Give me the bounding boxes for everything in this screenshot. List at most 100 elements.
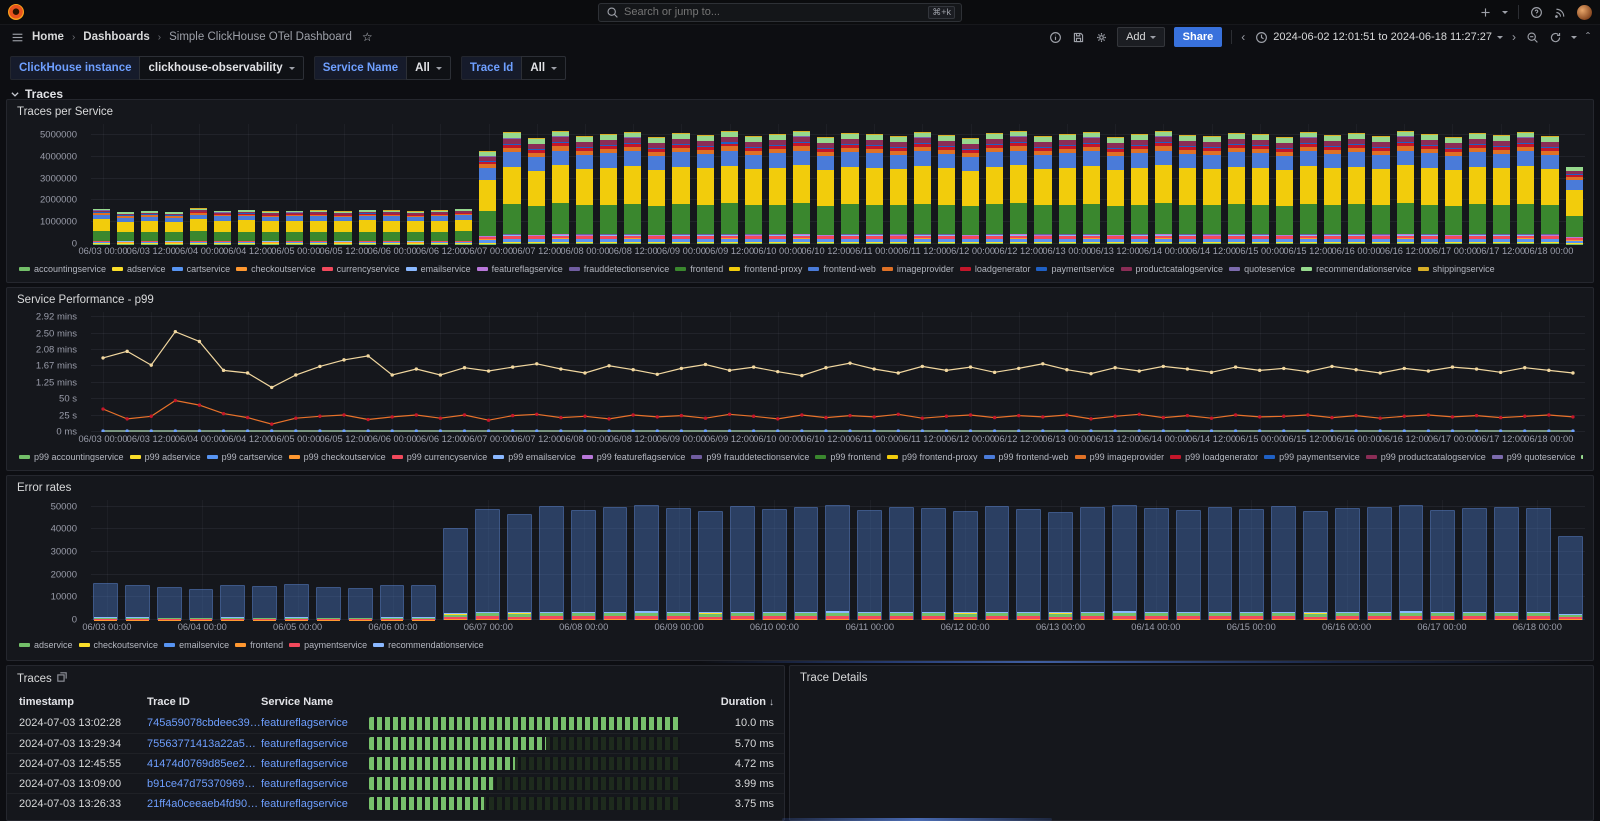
save-dashboard-icon[interactable]: [1071, 30, 1085, 44]
legend-item[interactable]: p99 loadgenerator: [1170, 452, 1258, 462]
legend-item[interactable]: p99 adservice: [129, 452, 201, 462]
legend-item[interactable]: p99 frontend-web: [983, 452, 1069, 462]
table-row[interactable]: 2024-07-03 12:45:55 41474d0769d85ee2828..…: [7, 753, 784, 773]
trace-id-select[interactable]: All: [521, 56, 567, 80]
legend-item[interactable]: paymentservice: [289, 640, 367, 650]
legend-item[interactable]: p99 checkoutservice: [288, 452, 386, 462]
refresh-interval-caret-icon[interactable]: [1571, 35, 1577, 42]
col-trace-id[interactable]: Trace ID: [147, 696, 190, 708]
plot-area[interactable]: [91, 500, 1585, 620]
legend-item[interactable]: emailservice: [405, 264, 471, 274]
legend-item[interactable]: frontend: [675, 264, 723, 274]
traces-per-service-chart[interactable]: 0 1000000 2000000 3000000 4000000 5000000: [7, 124, 1593, 250]
legend-item[interactable]: accountingservice: [19, 264, 106, 274]
cell-trace-id-link[interactable]: 41474d0769d85ee2828...: [147, 757, 261, 770]
error-rates-chart[interactable]: 0 10000 20000 30000 40000 50000: [7, 500, 1593, 626]
panel-title[interactable]: Traces: [17, 672, 52, 685]
clickhouse-instance-select[interactable]: clickhouse-observability: [139, 56, 304, 80]
cell-trace-id-link[interactable]: b91ce47d753709695f1d...: [147, 777, 261, 790]
time-shift-back-icon[interactable]: ‹: [1241, 30, 1246, 44]
panel-title[interactable]: Service Performance - p99: [17, 294, 154, 306]
legend-item[interactable]: p99 paymentservice: [1264, 452, 1360, 462]
dashboard-settings-gear-icon[interactable]: [1094, 30, 1108, 44]
search-bar[interactable]: ⌘+k: [598, 2, 962, 22]
legend-item[interactable]: p99 imageprovider: [1074, 452, 1164, 462]
cell-trace-id-link[interactable]: 21ff4a0ceeaeb4fd90af0...: [147, 797, 261, 810]
time-range-picker[interactable]: 2024-06-02 12:01:51 to 2024-06-18 11:27:…: [1254, 30, 1503, 44]
breadcrumb-home[interactable]: Home: [32, 31, 64, 43]
row-traces-toggle[interactable]: Traces: [0, 84, 1600, 105]
legend-item[interactable]: frauddetectionservice: [568, 264, 669, 274]
share-button[interactable]: Share: [1173, 27, 1223, 47]
legend-item[interactable]: emailservice: [164, 640, 229, 650]
legend-item[interactable]: productcatalogservice: [1120, 264, 1223, 274]
legend-item[interactable]: loadgenerator: [959, 264, 1030, 274]
add-plus-icon[interactable]: [1478, 5, 1492, 19]
table-row[interactable]: 2024-07-03 13:09:00b91ce47d753709695f1d.…: [7, 773, 784, 793]
col-service-name[interactable]: Service Name: [261, 696, 334, 708]
legend-item[interactable]: frontend: [235, 640, 283, 650]
legend-item[interactable]: frontend-proxy: [729, 264, 802, 274]
grafana-logo-icon[interactable]: [8, 4, 24, 20]
legend-item[interactable]: featureflagservice: [476, 264, 563, 274]
legend-item[interactable]: p99 cartservice: [206, 452, 283, 462]
legend-item[interactable]: p99 frontend: [815, 452, 881, 462]
cell-service-name-link[interactable]: featureflagservice: [261, 737, 348, 750]
col-duration[interactable]: Duration ↓: [720, 696, 774, 708]
add-caret-icon[interactable]: [1502, 10, 1508, 17]
table-row[interactable]: 2024-07-03 13:29:3475563771413a22a54618.…: [7, 733, 784, 753]
legend-item[interactable]: checkoutservice: [78, 640, 158, 650]
cell-service-name-link[interactable]: featureflagservice: [261, 777, 348, 790]
service-performance-chart[interactable]: 0 ms 25 s 50 s 1.25 mins 1.67 mins 2.08 mins 2…: [7, 312, 1593, 438]
legend-item[interactable]: adservice: [19, 640, 73, 650]
legend-item[interactable]: shippingservice: [1417, 264, 1495, 274]
mega-menu-icon[interactable]: [10, 30, 24, 44]
cell-service-name-link[interactable]: featureflagservice: [261, 757, 348, 770]
zoom-out-time-icon[interactable]: [1525, 30, 1539, 44]
refresh-icon[interactable]: [1548, 30, 1562, 44]
plot-area[interactable]: [91, 124, 1585, 244]
legend-item[interactable]: p99 frauddetectionservice: [691, 452, 809, 462]
legend-item[interactable]: p99 productcatalogservice: [1365, 452, 1486, 462]
legend-item[interactable]: p99 frontend-proxy: [886, 452, 978, 462]
panel-links-icon[interactable]: [56, 672, 67, 685]
table-row[interactable]: 2024-07-03 13:26:33 21ff4a0ceeaeb4fd90af0…: [7, 793, 784, 813]
cell-service-name-link[interactable]: featureflagservice: [261, 717, 348, 729]
legend-item[interactable]: imageprovider: [881, 264, 954, 274]
dashboard-insights-icon[interactable]: [1048, 30, 1062, 44]
cell-service-name-link[interactable]: featureflagservice: [261, 797, 348, 810]
legend-item[interactable]: p99 accountingservice: [19, 452, 124, 462]
legend-item[interactable]: p99 featureflagservice: [581, 452, 685, 462]
time-shift-forward-icon[interactable]: ›: [1512, 30, 1516, 44]
legend-item[interactable]: p99 recommendationservice: [1581, 452, 1583, 462]
legend-item[interactable]: p99 currencyservice: [391, 452, 487, 462]
panel-title[interactable]: Traces per Service: [17, 106, 114, 118]
legend-item[interactable]: recommendationservice: [1301, 264, 1412, 274]
kiosk-caret-up-icon[interactable]: ˆ: [1586, 30, 1590, 44]
panel-title[interactable]: Error rates: [17, 482, 72, 494]
legend-item[interactable]: recommendationservice: [373, 640, 484, 650]
col-timestamp[interactable]: timestamp: [19, 696, 75, 708]
panel-title[interactable]: Trace Details: [800, 672, 868, 684]
help-icon[interactable]: [1529, 5, 1543, 19]
plot-area[interactable]: [91, 312, 1585, 432]
legend-item[interactable]: checkoutservice: [236, 264, 316, 274]
legend-item[interactable]: adservice: [112, 264, 166, 274]
legend-item[interactable]: frontend-web: [808, 264, 876, 274]
legend-item[interactable]: p99 quoteservice: [1491, 452, 1575, 462]
legend-item[interactable]: paymentservice: [1036, 264, 1115, 274]
news-rss-icon[interactable]: [1553, 5, 1567, 19]
add-button[interactable]: Add: [1117, 27, 1165, 47]
breadcrumb-dashboard-title[interactable]: Simple ClickHouse OTel Dashboard: [169, 31, 352, 43]
user-avatar[interactable]: [1577, 4, 1592, 20]
breadcrumb-dashboards[interactable]: Dashboards: [83, 31, 150, 43]
service-name-select[interactable]: All: [406, 56, 451, 80]
search-input[interactable]: [624, 6, 924, 18]
cell-trace-id-link[interactable]: 75563771413a22a54618...: [147, 737, 261, 750]
favorite-star-icon[interactable]: ☆: [361, 30, 373, 44]
cell-trace-id-link[interactable]: 745a59078cbdeec39b7...: [147, 717, 261, 729]
legend-item[interactable]: currencyservice: [321, 264, 400, 274]
legend-item[interactable]: cartservice: [171, 264, 230, 274]
legend-item[interactable]: quoteservice: [1229, 264, 1295, 274]
table-row[interactable]: 2024-07-03 13:02:28 745a59078cbdeec39b7..…: [7, 713, 784, 733]
